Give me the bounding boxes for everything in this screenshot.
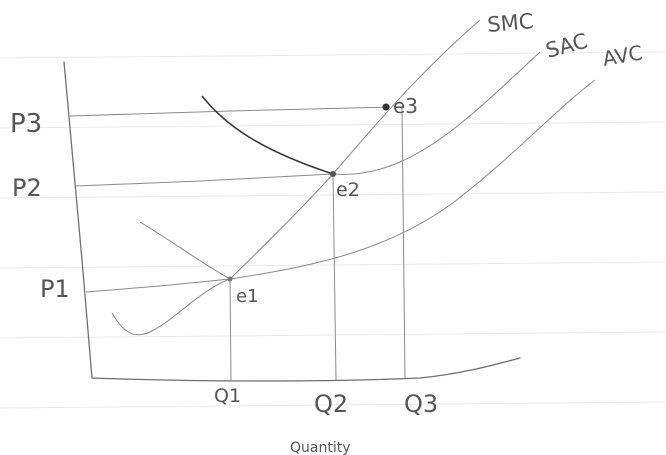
p1-guide-line (85, 278, 231, 293)
quantity-label-q2: Q2 (314, 390, 348, 418)
price-label-p2: P2 (12, 174, 42, 202)
point-e3 (382, 103, 390, 111)
sac-curve-dark-segment (201, 95, 334, 175)
curve-label-avc: AVC (601, 40, 645, 71)
curve-label-sac: SAC (543, 29, 590, 63)
p3-guide-line (69, 106, 391, 117)
smc-curve (139, 19, 481, 280)
q3-guide-line (401, 106, 406, 379)
p2-guide-line (75, 173, 334, 187)
x-axis (91, 357, 521, 382)
quantity-label-q3: Q3 (404, 390, 438, 418)
point-label-e2: e2 (336, 179, 360, 201)
avc-curve (111, 79, 596, 336)
x-axis-title: Quantity (290, 440, 351, 455)
point-e2 (330, 171, 336, 177)
sac-curve (332, 51, 541, 175)
price-label-p3: P3 (10, 109, 42, 139)
point-e1 (227, 276, 233, 282)
q2-guide-line (332, 173, 337, 381)
q1-guide-line (229, 278, 232, 381)
curve-label-smc: SMC (486, 9, 534, 37)
point-label-e1: e1 (236, 286, 259, 307)
quantity-label-q1: Q1 (214, 385, 241, 407)
point-label-e3: e3 (393, 94, 418, 118)
y-axis (63, 61, 93, 379)
notebook-ruled-lines (0, 51, 666, 409)
price-label-p1: P1 (40, 275, 70, 303)
